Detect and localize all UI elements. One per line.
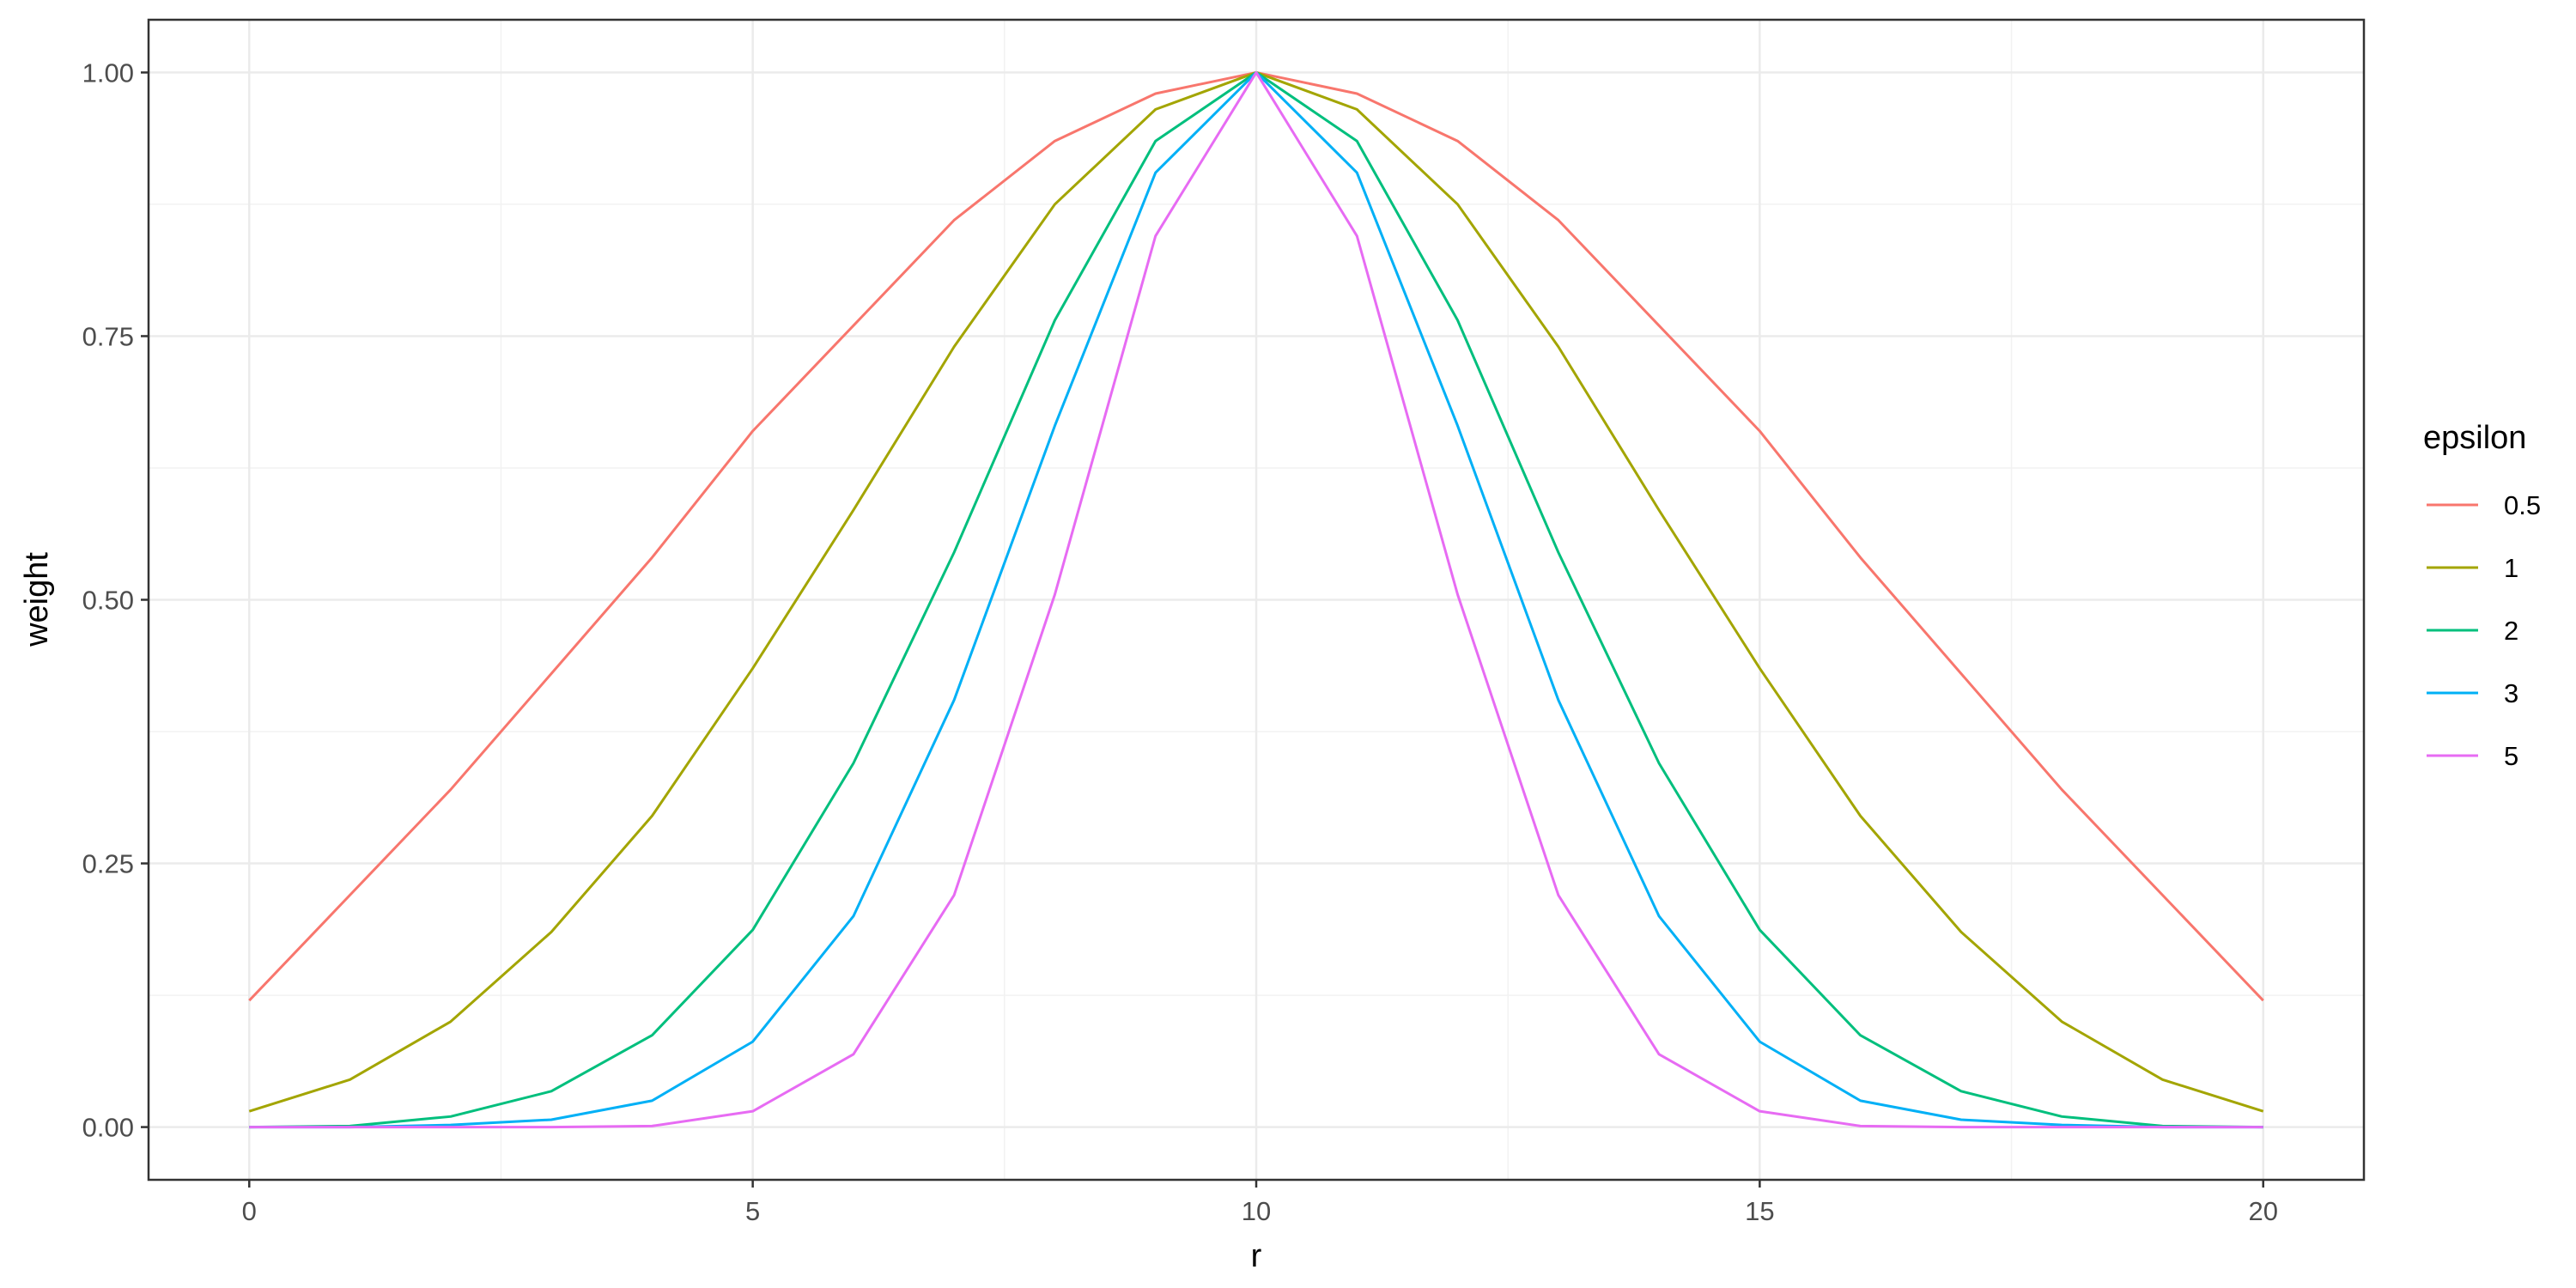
legend-label-3: 3 (2504, 678, 2518, 708)
y-tick-label: 0.50 (82, 586, 134, 616)
y-tick-label: 0.75 (82, 321, 134, 351)
legend: epsilon 0.5 1 2 3 5 (2423, 420, 2541, 771)
x-axis: 0 5 10 15 20 (242, 1180, 2278, 1226)
x-axis-title: r (1251, 1238, 1262, 1274)
y-axis: 0.00 0.25 0.50 0.75 1.00 (82, 58, 149, 1143)
y-tick-label: 0.25 (82, 849, 134, 879)
y-tick-label: 1.00 (82, 58, 134, 88)
x-tick-label: 15 (1745, 1196, 1774, 1226)
legend-label-1: 1 (2504, 553, 2518, 583)
y-tick-label: 0.00 (82, 1113, 134, 1143)
series-line-5 (249, 70, 2263, 1129)
legend-label-5: 5 (2504, 741, 2518, 771)
x-tick-label: 20 (2248, 1196, 2277, 1226)
x-tick-label: 5 (745, 1196, 760, 1226)
x-tick-label: 10 (1242, 1196, 1271, 1226)
series-lines (248, 70, 2264, 1129)
y-axis-title: weight (19, 552, 55, 647)
legend-label-0.5: 0.5 (2504, 490, 2541, 520)
legend-title: epsilon (2423, 420, 2526, 456)
x-tick-label: 0 (242, 1196, 257, 1226)
legend-label-2: 2 (2504, 616, 2518, 646)
